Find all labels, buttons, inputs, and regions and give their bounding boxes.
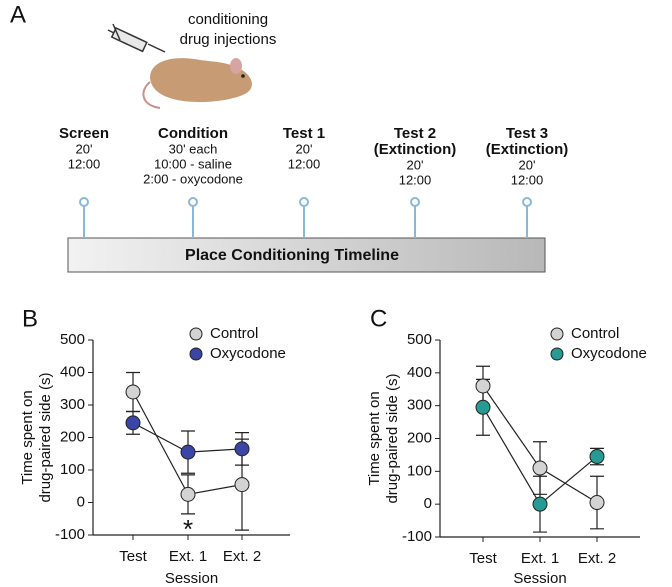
step-title: (Extinction) [486,141,569,158]
legend-marker [189,327,203,341]
step-title: Condition [158,125,228,142]
x-tick-label: Test [119,548,147,565]
y-tick-label: 200 [407,429,432,446]
x-axis-label: Session [165,570,218,587]
step-detail: 30' each [169,141,218,156]
pin-head [79,197,89,207]
y-axis-label: drug-paired side (s) [384,373,401,503]
mouse-icon [142,58,252,109]
point [234,441,250,457]
step-detail: 12:00 [288,156,321,171]
y-tick-label: 0 [424,495,432,512]
panel-label: A [10,1,26,28]
y-axis-label: drug-paired side (s) [37,372,54,502]
y-tick-label: -100 [402,528,432,545]
y-tick-label: 100 [60,461,85,478]
step-title: (Extinction) [374,141,457,158]
y-tick-label: 300 [60,396,85,413]
legend-marker [189,347,203,361]
x-tick-label: Ext. 2 [578,550,616,567]
point [180,486,196,502]
x-tick-label: Test [469,550,497,567]
step-title: Test 3 [506,125,548,142]
x-tick-label: Ext. 1 [169,548,207,565]
legend-marker [550,327,564,341]
y-tick-label: 0 [77,493,85,510]
y-tick-label: 200 [60,428,85,445]
step-title: Test 1 [283,125,325,142]
caption: drug injections [180,31,277,48]
pin-head [188,197,198,207]
point [475,399,491,415]
x-axis-label: Session [513,570,566,587]
point [589,449,605,465]
point [475,378,491,394]
syringe-icon [107,23,166,53]
point [180,444,196,460]
step-detail: 20' [407,157,424,172]
y-axis-label: Time spent on [366,391,383,486]
caption: conditioning [188,11,268,28]
point [125,415,141,431]
step-detail: 20' [296,141,313,156]
x-tick-label: Ext. 1 [521,550,559,567]
point [589,495,605,511]
legend-marker [550,347,564,361]
legend-label: Control [571,325,619,342]
y-tick-label: -100 [55,526,85,543]
timeline-label: Place Conditioning Timeline [185,247,399,264]
legend-label: Oxycodone [210,345,286,362]
pin-head [410,197,420,207]
pin-head [299,197,309,207]
legend-label: Oxycodone [571,345,647,362]
x-tick-label: Ext. 2 [223,548,261,565]
legend-label: Control [210,325,258,342]
y-tick-label: 500 [407,331,432,348]
step-detail: 20' [76,141,93,156]
annotation: * [183,514,193,544]
panel-label: B [22,305,38,332]
point [532,460,548,476]
point [234,477,250,493]
point [125,384,141,400]
pin-head [522,197,532,207]
point [532,496,548,512]
y-tick-label: 400 [407,364,432,381]
y-axis-label: Time spent on [19,390,36,485]
step-title: Screen [59,125,109,142]
timeline-bar [67,237,546,273]
y-tick-label: 300 [407,397,432,414]
step-detail: 12:00 [68,156,101,171]
step-detail: 10:00 - saline [154,156,232,171]
step-detail: 20' [519,157,536,172]
step-detail: 2:00 - oxycodone [143,171,243,186]
step-detail: 12:00 [511,172,544,187]
y-tick-label: 100 [407,462,432,479]
step-title: Test 2 [394,125,436,142]
panel-label: C [370,305,387,332]
y-tick-label: 400 [60,363,85,380]
step-detail: 12:00 [399,172,432,187]
y-tick-label: 500 [60,331,85,348]
